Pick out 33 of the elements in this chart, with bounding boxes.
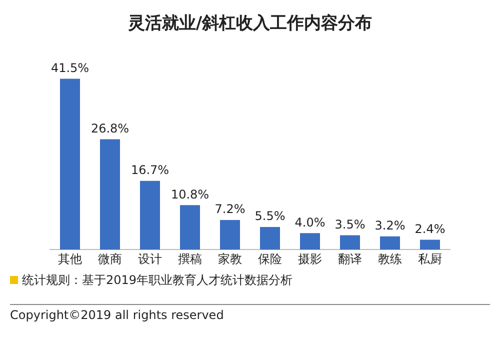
x-tick-label: 其他 (58, 252, 82, 266)
data-label: 10.8% (170, 187, 210, 202)
data-label: 5.5% (254, 209, 286, 224)
x-tick-label: 设计 (138, 252, 162, 266)
data-label: 7.2% (214, 202, 246, 216)
bar (260, 226, 280, 250)
data-label: 2.4% (414, 222, 446, 236)
data-label: 26.8% (90, 121, 130, 136)
x-tick-label: 撰稿 (178, 252, 202, 266)
text: 统计规则：基于2019年职业教育人才统计数据分析 (22, 272, 293, 288)
chart-title: 灵活就业/斜杠收入工作内容分布 (128, 14, 372, 34)
x-tick-label: 翻译 (338, 252, 362, 266)
bar (340, 235, 360, 250)
x-tick-label: 微商 (98, 252, 122, 266)
data-label: 4.0% (294, 215, 326, 230)
x-tick-label: 保险 (258, 252, 282, 266)
data-label: 16.7% (130, 162, 170, 177)
bar (100, 139, 120, 250)
bar (420, 240, 440, 250)
bar (220, 220, 240, 250)
data-label: 3.2% (374, 218, 406, 233)
x-tick-label: 摄影 (298, 252, 322, 266)
data-label: 3.5% (334, 217, 366, 232)
text: Copyright©2019 all rights reserved (10, 308, 224, 322)
bar (300, 233, 320, 250)
data-label: 41.5% (50, 60, 90, 75)
bar (140, 180, 160, 250)
x-tick-label: 私厨 (418, 252, 442, 266)
x-tick-label: 家教 (218, 252, 242, 266)
bar (380, 236, 400, 250)
bar (180, 205, 200, 250)
bar (60, 78, 80, 250)
x-tick-label: 教练 (378, 252, 402, 266)
